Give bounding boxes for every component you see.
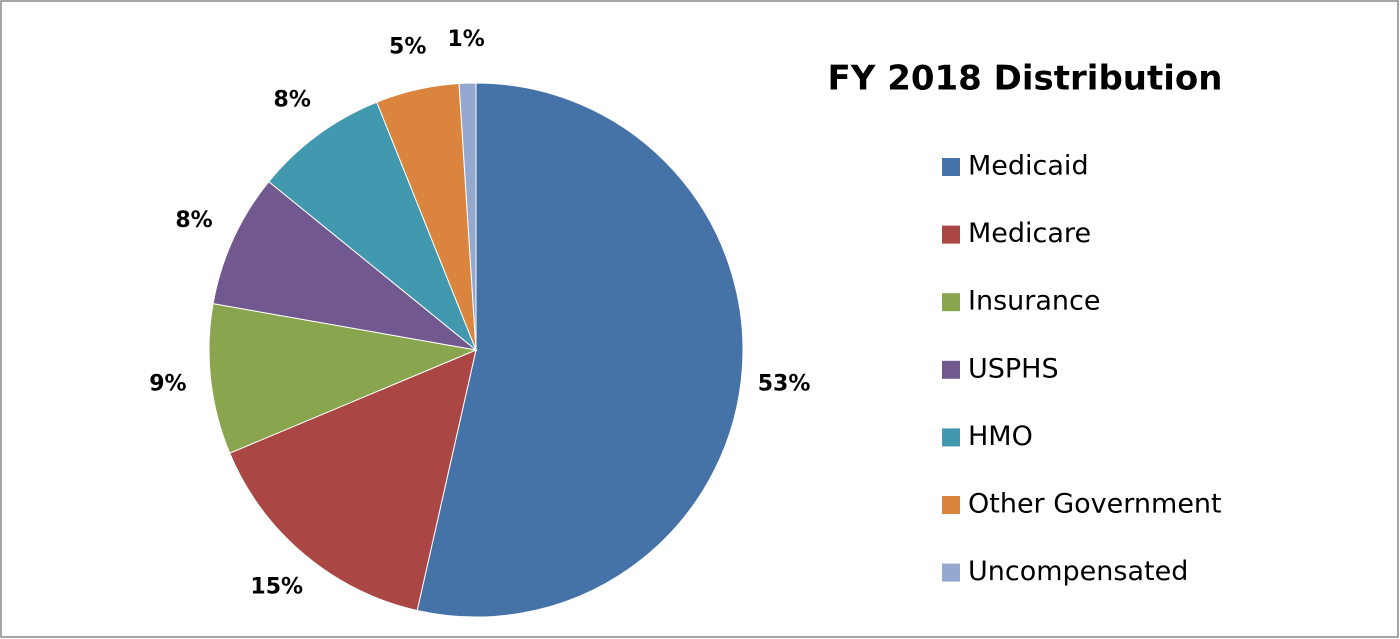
pie-slice <box>458 82 477 351</box>
legend-label: USPHS <box>968 353 1059 384</box>
chart-title: FY 2018 Distribution <box>828 59 1223 99</box>
legend-label: Uncompensated <box>968 556 1188 587</box>
legend-swatch <box>942 496 960 514</box>
data-label: 8% <box>175 208 212 233</box>
legend-label: HMO <box>968 421 1033 452</box>
data-label: 8% <box>274 87 311 112</box>
pie-slice <box>268 101 478 352</box>
data-label: 1% <box>447 27 484 52</box>
data-label: 5% <box>389 35 426 60</box>
legend-label: Insurance <box>968 286 1100 317</box>
legend-swatch <box>942 428 960 447</box>
pie-slice <box>208 303 478 454</box>
pie-slice <box>416 82 744 618</box>
legend-swatch <box>942 360 960 379</box>
data-label: 15% <box>250 574 303 599</box>
data-label: 9% <box>149 371 186 396</box>
legend-swatch <box>942 293 960 312</box>
legend-label: Medicaid <box>968 151 1089 182</box>
pie-slice <box>212 180 478 351</box>
legend-swatch <box>942 158 960 176</box>
legend-swatch <box>942 563 960 582</box>
legend-label: Other Government <box>968 489 1222 520</box>
legend-label: Medicare <box>968 218 1091 249</box>
pie-slice <box>229 349 477 612</box>
data-label: 53% <box>758 371 811 396</box>
legend-swatch <box>942 225 960 244</box>
